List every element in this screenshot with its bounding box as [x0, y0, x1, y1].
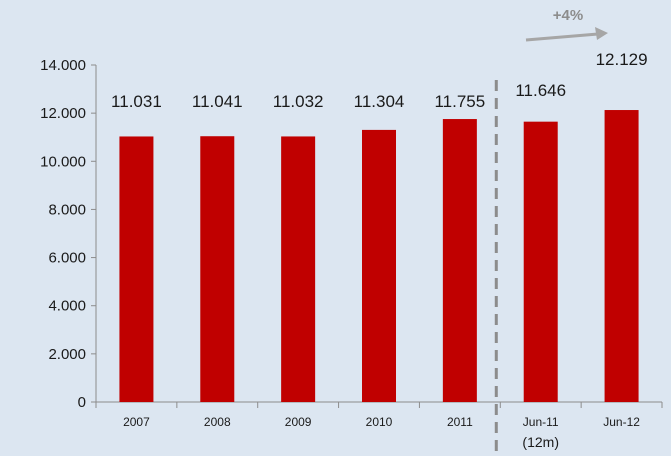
data-label: 11.032	[273, 92, 324, 111]
growth-annotation: +4%	[553, 7, 583, 24]
data-label: 12.129	[596, 50, 648, 69]
x-tick-label: 2007	[123, 415, 150, 429]
data-label: 11.041	[192, 92, 243, 111]
bar	[362, 129, 396, 402]
x-tick-label: Jun-12	[603, 415, 640, 429]
x-tick-label: 2011	[447, 415, 473, 429]
y-tick-label: 8.000	[48, 201, 86, 218]
y-tick-label: 4.000	[48, 298, 86, 315]
growth-arrow-icon	[595, 27, 608, 40]
bar	[442, 119, 477, 403]
x-tick-label: 2010	[366, 415, 393, 429]
x-tick-label: 2008	[204, 415, 231, 429]
data-label: 11.755	[434, 92, 485, 111]
category-sublabel: (12m)	[522, 434, 559, 450]
y-tick-label: 6.000	[48, 250, 86, 267]
bar	[119, 136, 154, 402]
bar	[523, 121, 558, 402]
data-label: 11.646	[515, 81, 566, 100]
data-label: 11.031	[111, 92, 162, 111]
y-tick-label: 10.000	[40, 153, 86, 170]
growth-arrow-shaft	[525, 32, 599, 42]
y-tick-label: 0	[78, 394, 86, 411]
bar	[604, 110, 639, 402]
bar	[200, 136, 235, 402]
y-tick-label: 2.000	[48, 346, 86, 363]
bar	[281, 136, 316, 402]
y-tick-label: 14.000	[40, 57, 86, 74]
x-tick-label: Jun-11	[523, 415, 559, 429]
y-tick-label: 12.000	[40, 105, 86, 122]
x-tick-label: 2009	[285, 415, 312, 429]
data-label: 11.304	[354, 92, 405, 111]
